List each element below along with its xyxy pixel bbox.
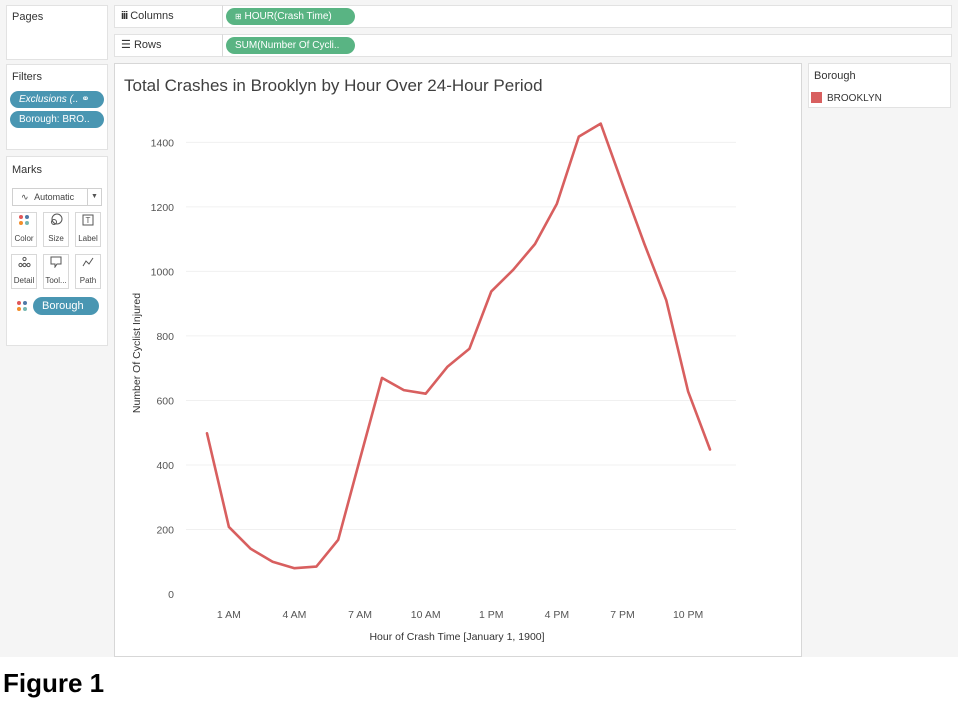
svg-text:T: T (86, 216, 91, 225)
rows-shelf-label: ☰ Rows (121, 39, 162, 51)
x-tick-label: 4 AM (283, 609, 307, 621)
marks-label-button[interactable]: T Label (75, 212, 101, 247)
y-tick-label: 400 (156, 460, 174, 472)
data-point[interactable] (204, 430, 210, 436)
x-tick-label: 10 PM (673, 609, 703, 621)
y-axis-label: Number Of Cyclist Injured (131, 293, 143, 413)
data-point[interactable] (641, 241, 647, 247)
data-point[interactable] (423, 391, 429, 397)
mark-type-dropdown[interactable]: ∿ Automatic ▼ (12, 188, 102, 206)
data-point[interactable] (248, 546, 254, 552)
data-point[interactable] (335, 537, 341, 543)
data-point[interactable] (532, 241, 538, 247)
rows-pill-sum-cyclists[interactable]: SUM(Number Of Cycli.. (226, 37, 355, 54)
legend-swatch-brooklyn[interactable] (811, 92, 822, 103)
y-tick-label: 0 (168, 589, 174, 601)
data-point[interactable] (554, 201, 560, 207)
data-points (204, 121, 713, 572)
columns-pill-hour-crash-time[interactable]: ⊞ HOUR(Crash Time) (226, 8, 355, 25)
y-tick-label: 800 (156, 331, 174, 343)
filter-pill-borough[interactable]: Borough: BRO.. (10, 111, 104, 128)
chevron-down-icon[interactable]: ▼ (87, 189, 101, 205)
data-point[interactable] (401, 387, 407, 393)
path-icon (76, 255, 100, 275)
x-tick-label: 7 PM (610, 609, 635, 621)
marks-color-button[interactable]: Color (11, 212, 37, 247)
tooltip-icon (44, 255, 68, 275)
pages-shelf[interactable] (6, 5, 108, 60)
data-point[interactable] (445, 364, 451, 370)
label-icon: T (76, 213, 100, 233)
filter-pill-exclusions[interactable]: Exclusions (.. ⚭ (10, 91, 104, 108)
x-tick-label: 4 PM (545, 609, 570, 621)
data-point[interactable] (270, 559, 276, 565)
discrete-date-icon: ⊞ (235, 12, 242, 21)
data-point[interactable] (466, 346, 472, 352)
x-axis-label: Hour of Crash Time [January 1, 1900] (369, 631, 544, 643)
filters-shelf-title: Filters (12, 71, 42, 83)
y-tick-label: 600 (156, 395, 174, 407)
color-dots-icon (12, 213, 36, 233)
data-point[interactable] (226, 524, 232, 530)
x-axis-ticks: 1 AM 4 AM 7 AM 10 AM 1 PM 4 PM 7 PM 10 PM (217, 609, 703, 621)
data-point[interactable] (598, 121, 604, 127)
series-line-brooklyn[interactable] (205, 122, 712, 570)
data-point[interactable] (291, 565, 297, 571)
legend-panel-background (808, 63, 952, 657)
chart-title: Total Crashes in Brooklyn by Hour Over 2… (124, 76, 543, 95)
data-point[interactable] (379, 375, 385, 381)
x-tick-label: 10 AM (411, 609, 441, 621)
data-point[interactable] (313, 564, 319, 570)
link-icon: ⚭ (81, 94, 90, 105)
marks-detail-button[interactable]: Detail (11, 254, 37, 289)
y-axis-ticks: 0 200 400 600 800 1000 1200 1400 (151, 137, 175, 601)
marks-path-button[interactable]: Path (75, 254, 101, 289)
rows-icon: ☰ (121, 39, 131, 51)
legend-panel[interactable] (808, 63, 951, 108)
chart-view (114, 63, 802, 657)
color-encoding-icon (16, 299, 28, 317)
marks-color-pill-borough[interactable]: Borough (33, 297, 99, 315)
columns-drop-area[interactable] (222, 5, 952, 28)
legend-title: Borough (814, 70, 856, 82)
data-point[interactable] (357, 456, 363, 462)
data-point[interactable] (685, 388, 691, 394)
data-point[interactable] (620, 181, 626, 187)
marks-tooltip-button[interactable]: Tool... (43, 254, 69, 289)
y-tick-label: 1000 (151, 266, 175, 278)
rows-drop-area[interactable] (222, 34, 952, 57)
legend-label-brooklyn[interactable]: BROOKLYN (827, 93, 882, 104)
y-tick-label: 200 (156, 524, 174, 536)
gridlines (186, 141, 736, 595)
columns-shelf-label: iii Columns (121, 10, 174, 22)
data-point[interactable] (488, 288, 494, 294)
y-tick-label: 1400 (151, 137, 175, 149)
x-tick-label: 7 AM (348, 609, 372, 621)
size-icon (44, 213, 68, 233)
x-tick-label: 1 AM (217, 609, 241, 621)
detail-icon (12, 255, 36, 275)
marks-card-title: Marks (12, 164, 42, 176)
line-chart[interactable]: 0 200 400 600 800 1000 1200 1400 1 AM 4 AM 7 AM 10… (0, 0, 958, 657)
line-mark-icon: ∿ (21, 192, 29, 202)
data-point[interactable] (663, 297, 669, 303)
data-point[interactable] (510, 267, 516, 273)
pages-shelf-title: Pages (12, 11, 44, 23)
data-point[interactable] (576, 134, 582, 140)
y-tick-label: 1200 (151, 202, 175, 214)
columns-icon: iii (121, 10, 128, 22)
data-point[interactable] (707, 446, 713, 452)
marks-size-button[interactable]: Size (43, 212, 69, 247)
x-tick-label: 1 PM (479, 609, 504, 621)
figure-caption: Figure 1 (3, 668, 105, 698)
